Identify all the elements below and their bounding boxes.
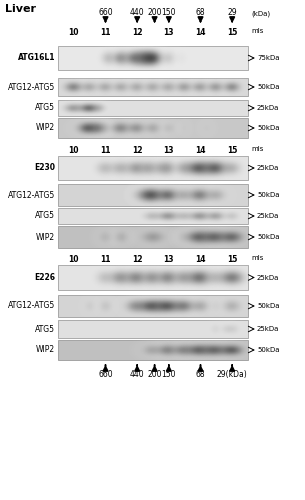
Bar xyxy=(58,320,248,338)
Text: 25kDa: 25kDa xyxy=(257,274,279,280)
Text: 29: 29 xyxy=(227,8,237,17)
Text: 12: 12 xyxy=(132,255,142,264)
Bar xyxy=(58,118,248,138)
Text: 29(kDa): 29(kDa) xyxy=(217,370,248,379)
Text: 440: 440 xyxy=(130,8,145,17)
Text: 50kDa: 50kDa xyxy=(257,125,279,131)
Text: 50kDa: 50kDa xyxy=(257,303,279,309)
Text: 25kDa: 25kDa xyxy=(257,105,279,111)
Text: 50kDa: 50kDa xyxy=(257,84,279,90)
Text: E230: E230 xyxy=(34,164,55,172)
Text: ATG5: ATG5 xyxy=(35,212,55,220)
Text: ATG5: ATG5 xyxy=(35,324,55,334)
Text: 14: 14 xyxy=(195,28,206,37)
Text: WIP2: WIP2 xyxy=(36,346,55,354)
Text: 50kDa: 50kDa xyxy=(257,347,279,353)
Text: 200: 200 xyxy=(147,8,162,17)
Text: 13: 13 xyxy=(163,255,174,264)
Text: 14: 14 xyxy=(195,146,206,155)
Text: ATG12-ATG5: ATG12-ATG5 xyxy=(8,302,55,310)
Text: 440: 440 xyxy=(130,370,145,379)
Text: 12: 12 xyxy=(132,28,142,37)
Text: mls: mls xyxy=(251,146,264,152)
Bar xyxy=(58,226,248,248)
Text: 25kDa: 25kDa xyxy=(257,213,279,219)
Text: 68: 68 xyxy=(196,8,205,17)
Text: 150: 150 xyxy=(162,8,176,17)
Text: 11: 11 xyxy=(100,28,111,37)
Text: Liver: Liver xyxy=(5,4,36,14)
Bar xyxy=(58,208,248,224)
Text: 10: 10 xyxy=(69,146,79,155)
Bar xyxy=(58,295,248,317)
Text: 50kDa: 50kDa xyxy=(257,234,279,240)
Text: 15: 15 xyxy=(227,146,237,155)
Text: ATG16L1: ATG16L1 xyxy=(17,54,55,62)
Text: 11: 11 xyxy=(100,255,111,264)
Text: 68: 68 xyxy=(196,370,205,379)
Text: 14: 14 xyxy=(195,255,206,264)
Bar xyxy=(58,78,248,96)
Text: mls: mls xyxy=(251,255,264,261)
Text: 13: 13 xyxy=(163,146,174,155)
Text: 150: 150 xyxy=(162,370,176,379)
Text: 660: 660 xyxy=(98,8,113,17)
Text: 15: 15 xyxy=(227,255,237,264)
Text: WIP2: WIP2 xyxy=(36,232,55,241)
Text: WIP2: WIP2 xyxy=(36,124,55,132)
Text: 25kDa: 25kDa xyxy=(257,165,279,171)
Text: 660: 660 xyxy=(98,370,113,379)
Text: 13: 13 xyxy=(163,28,174,37)
Bar xyxy=(58,184,248,206)
Text: ATG5: ATG5 xyxy=(35,104,55,112)
Text: (kDa): (kDa) xyxy=(251,10,270,17)
Bar xyxy=(58,265,248,290)
Text: 200: 200 xyxy=(147,370,162,379)
Text: E226: E226 xyxy=(34,273,55,282)
Bar xyxy=(58,340,248,360)
Text: 10: 10 xyxy=(69,28,79,37)
Bar xyxy=(58,100,248,116)
Text: ATG12-ATG5: ATG12-ATG5 xyxy=(8,190,55,200)
Text: 75kDa: 75kDa xyxy=(257,55,279,61)
Text: 15: 15 xyxy=(227,28,237,37)
Text: 50kDa: 50kDa xyxy=(257,192,279,198)
Text: 10: 10 xyxy=(69,255,79,264)
Text: mls: mls xyxy=(251,28,264,34)
Bar xyxy=(58,46,248,70)
Text: 11: 11 xyxy=(100,146,111,155)
Text: 25kDa: 25kDa xyxy=(257,326,279,332)
Text: 12: 12 xyxy=(132,146,142,155)
Bar xyxy=(58,156,248,180)
Text: ATG12-ATG5: ATG12-ATG5 xyxy=(8,82,55,92)
